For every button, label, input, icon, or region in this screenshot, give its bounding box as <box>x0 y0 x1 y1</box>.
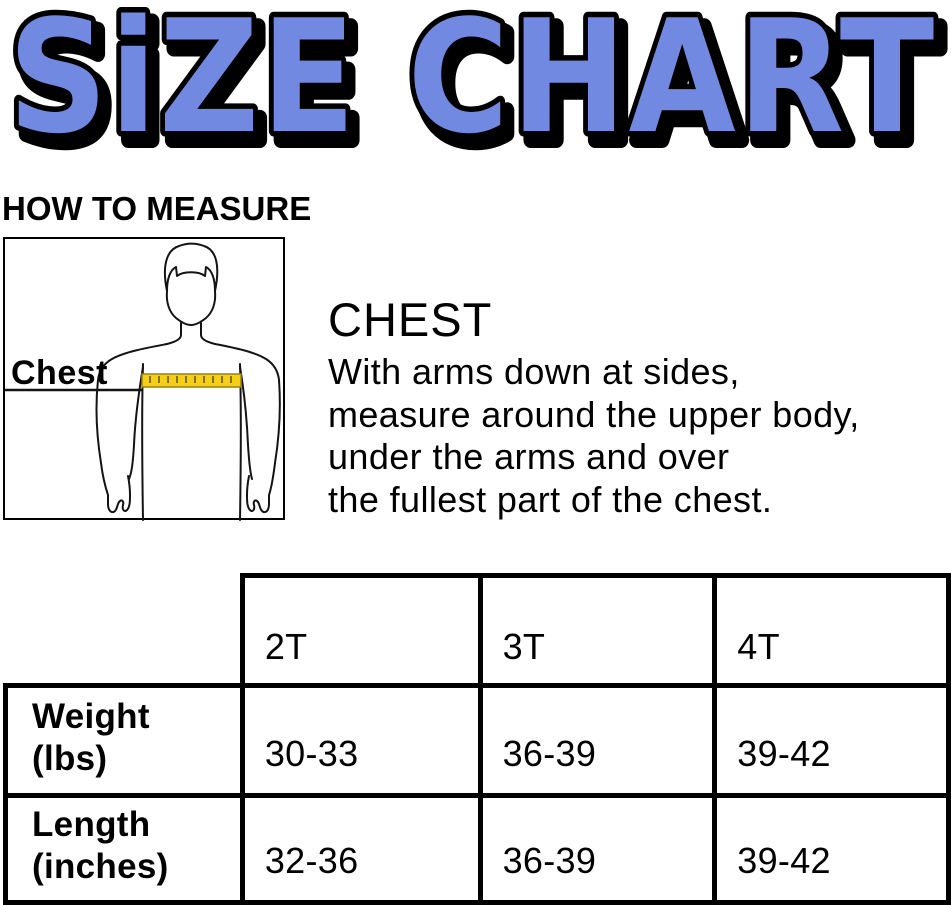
how-to-measure-heading: HOW TO MEASURE <box>2 190 312 227</box>
weight-row-label: Weight (lbs) <box>3 683 245 798</box>
size-table-header-row: 2T 3T 4T <box>6 573 951 688</box>
size-table: 2T 3T 4T Weight (lbs) 30-33 36-39 39-42 … <box>3 573 951 905</box>
size-column-header: 2T <box>239 573 483 688</box>
chest-instructions-line: the fullest part of the chest. <box>328 478 773 520</box>
title-art: SiZE CHART SiZE CHART <box>3 0 950 185</box>
length-row-label-text: Length <box>32 805 151 844</box>
size-column-header: 3T <box>477 573 718 688</box>
measure-figure-box: Chest <box>3 237 285 521</box>
figure-left-inner-arm <box>128 366 144 480</box>
chest-figure-label: Chest <box>11 354 108 392</box>
chest-instructions-line: under the arms and over <box>328 436 730 477</box>
length-row: Length (inches) 32-36 36-39 39-42 <box>3 793 951 905</box>
chest-instructions: CHEST With arms down at sides, measure a… <box>328 293 951 521</box>
length-row-label: Length (inches) <box>3 793 245 905</box>
figure-neck-left <box>166 322 182 345</box>
weight-value-cell: 30-33 <box>239 683 483 798</box>
figure-left-arm <box>95 343 168 514</box>
page-title: SiZE CHART <box>8 0 936 168</box>
length-value-cell: 39-42 <box>712 793 951 905</box>
figure-right-inner-arm <box>239 366 253 480</box>
figure-neck-right <box>200 322 216 345</box>
torso-figure-illustration: Chest <box>3 237 285 521</box>
page-title-shadow: SiZE CHART <box>15 0 943 170</box>
weight-row-label-text: Weight <box>32 696 150 736</box>
figure-face <box>165 290 217 326</box>
measuring-tape-ticks <box>149 376 232 383</box>
figure-right-arm <box>214 343 281 514</box>
length-value-cell: 36-39 <box>477 793 718 905</box>
chest-instructions-line: With arms down at sides, <box>328 351 740 392</box>
measuring-tape <box>141 373 242 388</box>
figure-hair <box>163 242 219 292</box>
page-title-wrap: SiZE CHART SiZE CHART <box>0 0 951 185</box>
chest-instructions-line: measure around the upper body, <box>328 393 860 435</box>
size-column-header: 4T <box>712 573 951 688</box>
figure-hairline <box>166 266 216 292</box>
weight-row-label-unit: (lbs) <box>32 738 108 778</box>
weight-value-cell: 39-42 <box>712 683 951 798</box>
length-value-cell: 32-36 <box>239 793 483 905</box>
length-row-label-unit: (inches) <box>32 847 169 886</box>
weight-row: Weight (lbs) 30-33 36-39 39-42 <box>3 683 951 798</box>
size-table-corner-cell <box>6 576 243 686</box>
weight-value-cell: 36-39 <box>477 683 718 798</box>
chest-instructions-heading: CHEST <box>328 293 493 346</box>
